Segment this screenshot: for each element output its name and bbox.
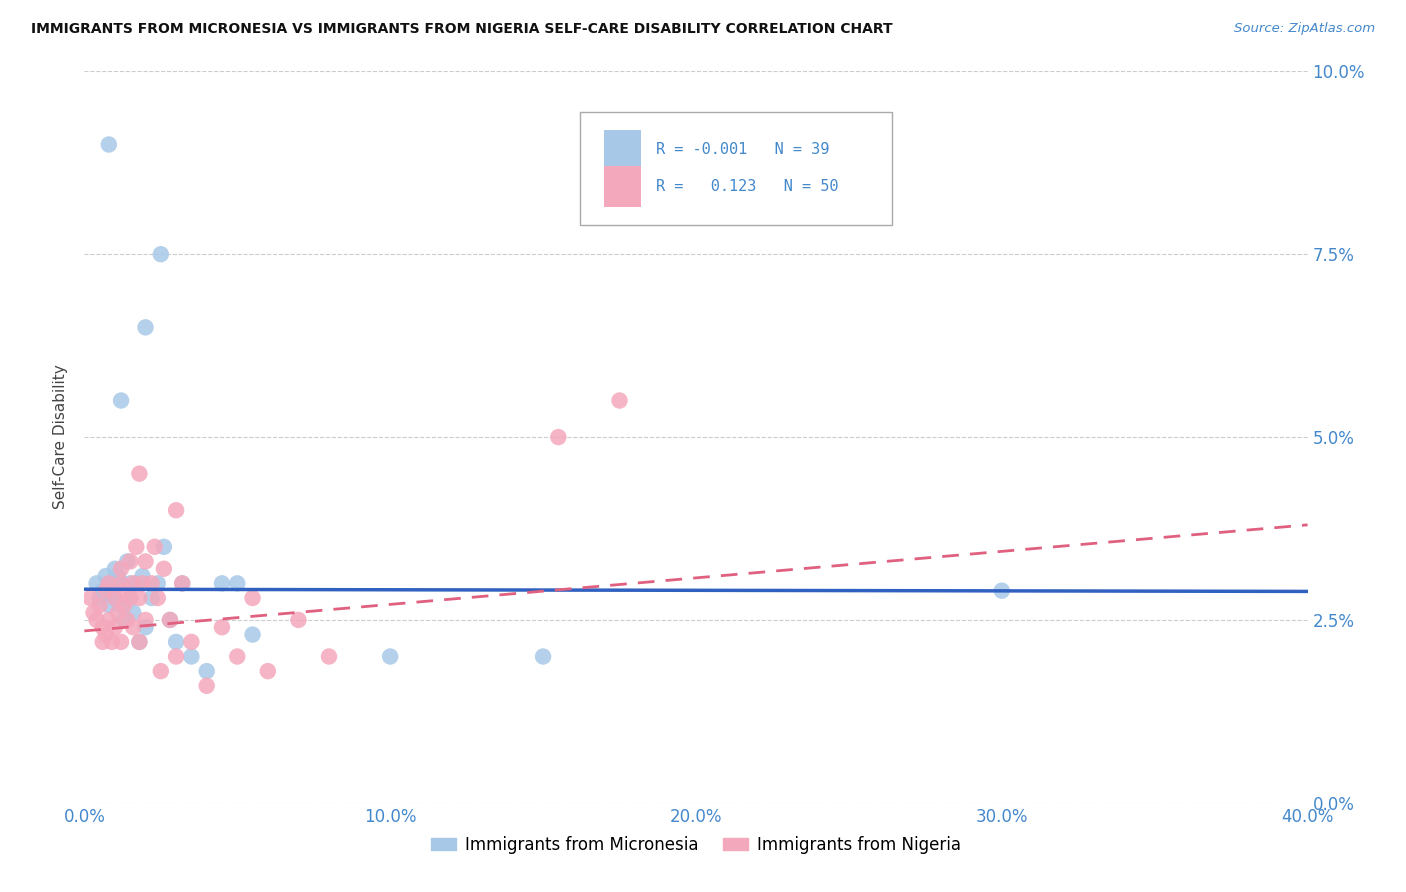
Point (97, 599, 120, 613)
Point (195, 664, 218, 678)
Point (242, 627, 264, 641)
Point (318, 649, 340, 664)
Point (94, 583, 117, 598)
Point (97, 137, 120, 152)
Point (257, 664, 280, 678)
Point (128, 591, 150, 605)
Point (159, 613, 181, 627)
Point (120, 554, 142, 568)
Point (153, 540, 176, 554)
Point (101, 583, 124, 598)
Text: R = -0.001   N = 39: R = -0.001 N = 39 (655, 143, 830, 158)
Point (112, 583, 135, 598)
Point (159, 613, 181, 627)
Point (112, 613, 135, 627)
Point (104, 591, 127, 605)
Point (122, 620, 145, 634)
Point (149, 247, 172, 261)
FancyBboxPatch shape (605, 167, 641, 207)
Point (149, 664, 172, 678)
Point (172, 576, 194, 591)
Point (128, 635, 150, 649)
Point (128, 635, 150, 649)
Point (131, 576, 153, 591)
Point (115, 554, 138, 568)
Point (104, 620, 127, 634)
Point (128, 467, 150, 481)
Point (135, 320, 157, 334)
Point (135, 554, 157, 568)
Point (153, 562, 176, 576)
Point (165, 649, 187, 664)
Point (380, 649, 402, 664)
Point (242, 591, 264, 605)
Point (86, 576, 108, 591)
FancyBboxPatch shape (605, 130, 641, 170)
Point (97, 576, 120, 591)
Point (180, 635, 202, 649)
Point (172, 576, 194, 591)
Point (135, 613, 157, 627)
Point (110, 635, 132, 649)
Point (125, 540, 148, 554)
Point (122, 606, 145, 620)
Point (89, 591, 111, 605)
Point (211, 620, 233, 634)
Point (531, 649, 554, 664)
Point (104, 562, 127, 576)
Point (143, 540, 166, 554)
Point (101, 635, 124, 649)
Legend: Immigrants from Micronesia, Immigrants from Nigeria: Immigrants from Micronesia, Immigrants f… (425, 829, 967, 860)
Point (112, 599, 135, 613)
Point (97, 613, 120, 627)
Point (547, 430, 569, 444)
Point (226, 576, 249, 591)
Point (110, 562, 132, 576)
Point (115, 613, 138, 627)
Point (195, 679, 218, 693)
Point (107, 569, 129, 583)
Point (79, 591, 101, 605)
Text: R =   0.123   N = 50: R = 0.123 N = 50 (655, 179, 838, 194)
Text: Source: ZipAtlas.com: Source: ZipAtlas.com (1234, 22, 1375, 36)
Point (94, 569, 117, 583)
Point (165, 503, 187, 517)
Point (91, 620, 114, 634)
Point (120, 576, 142, 591)
Point (91, 635, 114, 649)
Point (141, 576, 163, 591)
Point (146, 591, 169, 605)
Point (609, 393, 631, 408)
Point (122, 576, 145, 591)
Point (110, 599, 132, 613)
Point (180, 649, 202, 664)
Point (110, 576, 132, 591)
Y-axis label: Self-Care Disability: Self-Care Disability (53, 365, 69, 509)
FancyBboxPatch shape (579, 112, 891, 225)
Point (226, 649, 249, 664)
Text: IMMIGRANTS FROM MICRONESIA VS IMMIGRANTS FROM NIGERIA SELF-CARE DISABILITY CORRE: IMMIGRANTS FROM MICRONESIA VS IMMIGRANTS… (31, 22, 893, 37)
Point (110, 576, 132, 591)
Point (287, 613, 309, 627)
Point (165, 635, 187, 649)
Point (120, 591, 142, 605)
Point (991, 583, 1014, 598)
Point (110, 393, 132, 408)
Point (141, 591, 163, 605)
Point (146, 576, 169, 591)
Point (94, 627, 117, 641)
Point (89, 599, 111, 613)
Point (120, 591, 142, 605)
Point (104, 591, 127, 605)
Point (125, 576, 148, 591)
Point (86, 613, 108, 627)
Point (211, 576, 233, 591)
Point (131, 569, 153, 583)
Point (107, 606, 129, 620)
Point (97, 576, 120, 591)
Point (135, 620, 157, 634)
Point (91, 583, 114, 598)
Point (83, 606, 105, 620)
